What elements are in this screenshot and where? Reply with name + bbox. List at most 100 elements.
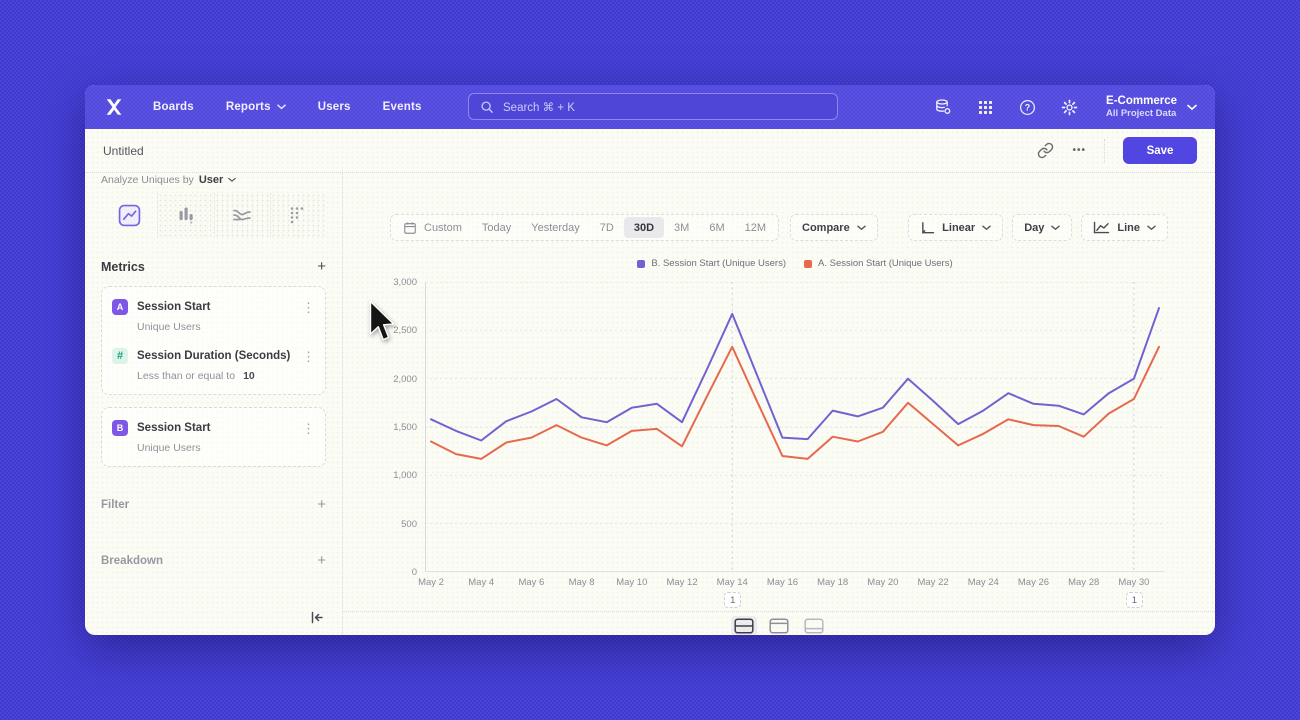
breakdown-section: Breakdown + <box>101 553 326 568</box>
report-title[interactable]: Untitled <box>103 143 144 158</box>
add-metric-button[interactable]: + <box>317 258 326 275</box>
chevron-down-icon <box>1051 225 1061 230</box>
more-options-button[interactable]: ••• <box>1072 145 1086 156</box>
x-axis-tick-label: May 4 <box>468 577 495 588</box>
annotation-badge[interactable]: 1 <box>724 592 742 608</box>
metric-subtitle[interactable]: Unique Users <box>137 442 201 454</box>
chart-panel: Custom Today Yesterday 7D 30D 3M 6M 12M … <box>343 173 1215 635</box>
save-button[interactable]: Save <box>1123 137 1197 164</box>
kebab-menu-icon[interactable]: ⋮ <box>302 348 315 364</box>
add-breakdown-button[interactable]: + <box>317 552 326 569</box>
breakdown-label: Breakdown <box>101 554 163 567</box>
nav-item-reports[interactable]: Reports <box>226 101 286 113</box>
interval-button[interactable]: Day <box>1012 214 1073 241</box>
x-axis-tick-label: May 6 <box>518 577 545 588</box>
range-yesterday-button[interactable]: Yesterday <box>521 217 590 238</box>
nav-item-label: Events <box>382 101 422 113</box>
range-6m-button[interactable]: 6M <box>699 217 734 238</box>
x-axis-tick-label: May 22 <box>917 577 949 588</box>
layout-split-button[interactable] <box>731 616 757 635</box>
x-axis-tick-label: May 16 <box>766 577 799 588</box>
x-axis-tick-label: May 14 <box>716 577 748 588</box>
tab-bar-chart[interactable] <box>157 193 214 237</box>
condition-value[interactable]: 10 <box>243 370 255 382</box>
chevron-down-icon <box>228 177 237 182</box>
x-axis-tick-label: May 28 <box>1068 577 1100 588</box>
y-axis-tick-label: 2,000 <box>393 373 417 385</box>
analyze-label: Analyze Uniques by <box>101 174 194 186</box>
chevron-down-icon <box>982 225 991 230</box>
spacer <box>112 333 315 348</box>
metric-row-a[interactable]: A Session Start ⋮ <box>112 299 315 315</box>
legend-swatch-red <box>804 259 812 268</box>
range-12m-button[interactable]: 12M <box>735 217 776 238</box>
metric-card[interactable]: B Session Start ⋮ Unique Users <box>101 407 326 467</box>
condition-label: Less than or equal to <box>137 370 236 382</box>
metric-filter-condition[interactable]: Less than or equal to 10 <box>137 370 315 382</box>
nav-item-label: Reports <box>225 101 271 113</box>
kebab-menu-icon[interactable]: ⋮ <box>302 299 315 315</box>
project-subtitle: All Project Data <box>1106 108 1177 120</box>
search-input[interactable]: Search ⌘ + K <box>468 93 838 120</box>
chart-legend: B. Session Start (Unique Users) A. Sessi… <box>343 258 1215 269</box>
chart-controls: Custom Today Yesterday 7D 30D 3M 6M 12M … <box>390 214 1168 241</box>
copy-link-icon[interactable] <box>1037 142 1054 159</box>
tab-retention-chart[interactable] <box>269 193 326 237</box>
svg-text:?: ? <box>1024 102 1029 112</box>
chart-type-button[interactable]: Line <box>1081 214 1168 241</box>
metric-badge-hash: # <box>112 348 128 364</box>
chevron-down-icon <box>276 104 286 110</box>
x-axis-tick-label: May 24 <box>967 577 999 588</box>
compare-button[interactable]: Compare <box>790 214 878 241</box>
filter-label: Filter <box>101 498 130 511</box>
settings-gear-icon[interactable] <box>1060 98 1078 116</box>
series-line-0[interactable] <box>430 307 1160 442</box>
legend-item-b[interactable]: B. Session Start (Unique Users) <box>637 258 786 269</box>
tab-line-chart[interactable] <box>101 193 157 237</box>
help-icon[interactable]: ? <box>1018 98 1036 116</box>
x-axis-tick-label: May 8 <box>568 577 595 588</box>
divider <box>1104 138 1105 163</box>
metric-row-b[interactable]: B Session Start ⋮ <box>112 420 315 436</box>
tab-flow-chart[interactable] <box>213 193 270 237</box>
metric-subtitle[interactable]: Unique Users <box>137 321 201 333</box>
metric-card[interactable]: A Session Start ⋮ Unique Users # Session… <box>101 286 326 395</box>
legend-item-a[interactable]: A. Session Start (Unique Users) <box>804 258 953 269</box>
nav-item-events[interactable]: Events <box>383 101 422 113</box>
content: Analyze Uniques by User <box>85 173 1215 635</box>
legend-label: B. Session Start (Unique Users) <box>651 258 786 269</box>
layout-chart-only-button[interactable] <box>766 616 792 635</box>
y-axis-tick-label: 1,500 <box>393 422 417 433</box>
apps-grid-icon[interactable] <box>976 98 994 116</box>
x-axis-tick-label: May 20 <box>867 577 899 588</box>
y-axis-tick-label: 3,000 <box>393 277 417 288</box>
range-label: Custom <box>424 221 462 234</box>
chevron-down-icon <box>1147 225 1156 230</box>
nav-item-users[interactable]: Users <box>318 101 351 113</box>
range-30d-button[interactable]: 30D <box>623 217 665 238</box>
range-today-button[interactable]: Today <box>472 217 521 238</box>
axis-scale-button[interactable]: Linear <box>908 214 1004 241</box>
range-3m-button[interactable]: 3M <box>664 217 699 238</box>
line-chart-plot[interactable] <box>425 281 1165 573</box>
top-nav: Boards Reports Users Events Search ⌘ + K <box>85 85 1215 129</box>
collapse-sidebar-icon[interactable] <box>308 609 326 625</box>
add-filter-button[interactable]: + <box>317 496 326 513</box>
analyze-value-dropdown[interactable]: User <box>198 174 224 186</box>
kebab-menu-icon[interactable]: ⋮ <box>302 420 315 436</box>
x-axis-tick-label: May 30 <box>1118 577 1150 588</box>
series-line-1[interactable] <box>430 345 1160 460</box>
layout-table-only-button[interactable] <box>801 616 827 635</box>
range-7d-button[interactable]: 7D <box>590 217 624 238</box>
range-custom-button[interactable]: Custom <box>393 217 472 238</box>
annotation-badge[interactable]: 1 <box>1125 592 1143 608</box>
metric-row-duration[interactable]: # Session Duration (Seconds) ⋮ <box>112 348 315 364</box>
nav-item-boards[interactable]: Boards <box>153 101 194 113</box>
project-name: E-Commerce <box>1106 94 1177 107</box>
metric-title: Session Start <box>137 422 211 434</box>
y-axis-tick-label: 500 <box>401 518 417 530</box>
project-switcher[interactable]: E-Commerce All Project Data <box>1106 94 1197 120</box>
legend-swatch-purple <box>637 259 646 268</box>
mixpanel-logo-icon[interactable] <box>103 95 127 119</box>
data-management-icon[interactable] <box>934 98 952 116</box>
